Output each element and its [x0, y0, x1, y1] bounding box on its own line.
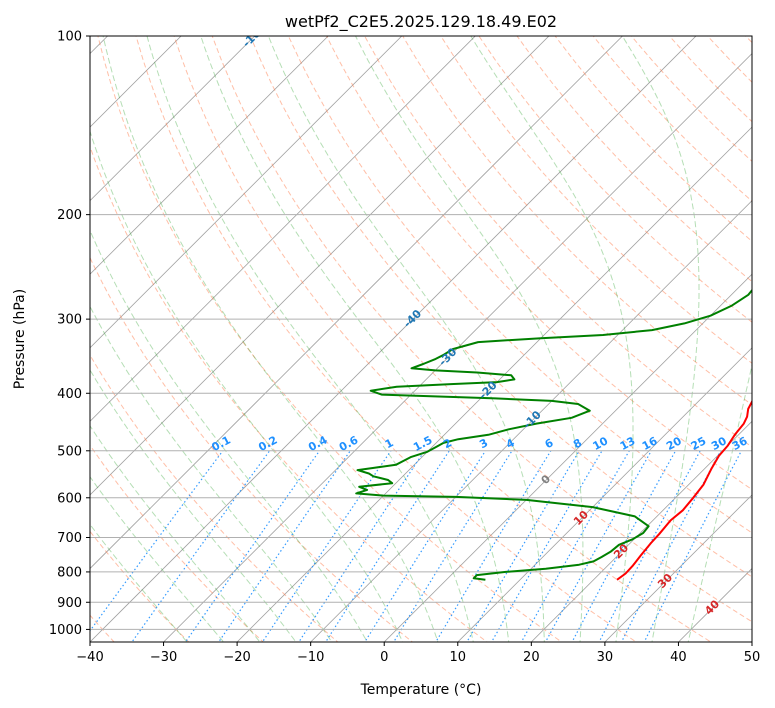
- moist-adiabat-line: [102, 36, 439, 642]
- mixing-ratio-label: 25: [689, 434, 709, 453]
- moist-adiabat-line: [267, 36, 545, 642]
- mixing-ratio-label: 36: [730, 434, 750, 453]
- y-tick-label: 1000: [49, 623, 82, 638]
- isotherm-line: [90, 36, 256, 202]
- x-tick-label: 50: [744, 650, 761, 665]
- mixing-ratio-label: 20: [664, 434, 684, 453]
- dry-adiabat-line: [135, 36, 638, 642]
- plot-frame: [89, 35, 753, 643]
- isotherm-line: [604, 494, 752, 642]
- isotherm-line: [90, 36, 476, 422]
- chart-title: wetPf2_C2E5.2025.129.18.49.E02: [285, 12, 557, 32]
- x-tick-label: −20: [223, 650, 250, 665]
- isotherm-line: [90, 36, 329, 275]
- x-tick-label: 30: [597, 650, 614, 665]
- mixing-ratio-label: 10: [591, 434, 611, 453]
- isotherm-line: [310, 200, 752, 642]
- y-tick-label: 900: [57, 596, 82, 611]
- axes: −40 −30 −20 −10 0 10 20 30 40 50 100 200 300 400 500 60…: [49, 30, 760, 666]
- dry-adiabat-line: [287, 36, 752, 534]
- x-tick-label: 0: [380, 650, 388, 665]
- y-tick-label: 600: [57, 491, 82, 506]
- moist-adiabat-line: [90, 229, 368, 642]
- moist-adiabat-line: [90, 129, 404, 642]
- dry-adiabat-line: [402, 36, 752, 406]
- isotherm-line: [90, 36, 403, 349]
- x-tick-label: 40: [670, 650, 687, 665]
- isotherm-line: [530, 420, 752, 642]
- moist-adiabat-line: [90, 424, 261, 642]
- moist-adiabat-line: [355, 36, 584, 642]
- x-axis-label: Temperature (°C): [360, 682, 482, 698]
- moist-adiabat-line: [470, 36, 634, 642]
- x-tick-label: −40: [76, 650, 103, 665]
- y-axis-label: Pressure (hPa): [12, 289, 28, 389]
- x-tick-label: −10: [297, 650, 324, 665]
- dry-adiabat-line: [211, 36, 752, 623]
- mixing-ratio-label: 13: [618, 434, 638, 453]
- isotherm-line: [90, 36, 550, 496]
- skewt-background-lines: [90, 36, 752, 642]
- moist-adiabat-line: [621, 36, 700, 642]
- pressure-grid: [90, 36, 752, 630]
- y-tick-label: 800: [57, 565, 82, 580]
- y-tick-label: 200: [57, 208, 82, 223]
- isotherm-line: [163, 53, 752, 642]
- y-tick-label: 500: [57, 444, 82, 459]
- isotherm-line: [457, 347, 752, 642]
- mixing-ratio-label: 30: [709, 434, 729, 453]
- y-tick-label: 300: [57, 313, 82, 328]
- x-tick-label: 20: [523, 650, 540, 665]
- dry-adiabat-line: [90, 530, 190, 642]
- moist-adiabat-line: [90, 523, 188, 642]
- dry-adiabat-line: [173, 36, 712, 642]
- isotherm-line: [90, 36, 697, 642]
- y-tick-label: 100: [57, 30, 82, 45]
- sounding-traces: [355, 288, 752, 581]
- isotherm-line: [90, 36, 182, 128]
- x-tick-label: 10: [450, 650, 467, 665]
- x-tick-label: −30: [150, 650, 177, 665]
- mixing-ratio-label: 16: [640, 434, 660, 453]
- y-tick-label: 400: [57, 387, 82, 402]
- dry-adiabat-line: [90, 256, 414, 642]
- dry-adiabat-line: [325, 36, 752, 491]
- dry-adiabat-line: [249, 36, 752, 578]
- y-tick-label: 700: [57, 531, 82, 546]
- dry-adiabat-line: [97, 36, 563, 642]
- dry-adiabat-line: [90, 354, 339, 642]
- moist-adiabat-line: [90, 369, 297, 642]
- isotherm-line: [236, 126, 752, 642]
- isotherm-line: [90, 36, 624, 570]
- dry-adiabat-line: [440, 36, 752, 364]
- dewpoint-trace: [355, 288, 752, 581]
- moist-adiabat-line: [90, 475, 225, 642]
- temperature-trace: [616, 399, 752, 581]
